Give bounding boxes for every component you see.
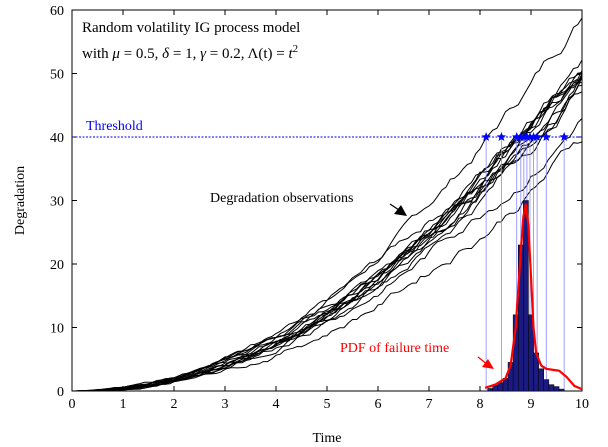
pdf-arrow-head (482, 359, 494, 369)
y-tick-label: 0 (57, 385, 64, 400)
threshold-label: Threshold (86, 119, 143, 134)
x-tick-label: 3 (222, 397, 229, 412)
x-tick-label: 0 (69, 397, 76, 412)
failure-time-star (496, 132, 507, 141)
histogram-bar (543, 379, 550, 392)
exponent: 2 (293, 43, 299, 55)
degradation-path (71, 85, 583, 392)
histogram-bar (558, 388, 565, 392)
failure-time-star (525, 132, 535, 141)
degradation-path (72, 72, 583, 392)
degradation-path (72, 141, 583, 392)
y-tick-label: 50 (50, 68, 64, 83)
failure-time-star (559, 132, 569, 141)
x-tick-label: 1 (120, 397, 127, 412)
gamma-value: = 0.2, (206, 46, 247, 62)
mu-symbol: μ (111, 46, 120, 62)
x-tick-label: 9 (528, 397, 535, 412)
failure-time-star (481, 132, 491, 141)
y-tick-label: 10 (50, 322, 64, 337)
histogram-bar (553, 386, 560, 392)
axes: 0 1 2 3 4 5 6 7 8 9 10 0 10 20 30 40 50 60 Time Degradation (13, 4, 589, 446)
y-tick-label: 40 (50, 131, 64, 146)
x-tick-label: 8 (477, 397, 484, 412)
y-tick-label: 30 (50, 195, 64, 210)
histogram-bar (538, 368, 545, 392)
x-tick-label: 5 (324, 397, 331, 412)
observations-arrow-head (394, 205, 407, 216)
mu-value: = 0.5, (120, 46, 162, 62)
y-tick-label: 60 (50, 4, 64, 19)
failure-time-star (528, 132, 539, 141)
histogram-bar (487, 388, 493, 392)
annotations: Threshold Random volatility IG process mo… (82, 20, 494, 369)
pdf-curve (484, 203, 583, 391)
x-tick-label: 7 (426, 397, 433, 412)
gamma-symbol: γ (200, 46, 207, 62)
degradation-path (72, 73, 583, 392)
delta-symbol: δ (162, 46, 170, 62)
equals-sign: = (273, 46, 289, 62)
y-tick-label: 20 (50, 258, 64, 273)
degradation-path (72, 118, 583, 392)
model-params-prefix: with (82, 46, 112, 62)
lambda-symbol: Λ (247, 46, 258, 62)
x-axis-title: Time (312, 431, 341, 446)
observations-label: Degradation observations (210, 191, 353, 206)
t-symbol: t (288, 46, 293, 62)
pdf-label: PDF of failure time (340, 341, 449, 356)
model-title: Random volatility IG process model (82, 20, 300, 36)
delta-value: = 1, (169, 46, 200, 62)
histogram-bar (523, 200, 529, 392)
y-axis-title: Degradation (13, 166, 28, 235)
x-tick-label: 4 (273, 397, 280, 412)
x-tick-label: 10 (575, 397, 589, 412)
x-tick-label: 6 (375, 397, 382, 412)
failure-time-star (512, 132, 522, 141)
failure-time-star (532, 132, 542, 141)
histogram-bar (497, 382, 504, 392)
model-params: with μ = 0.5, δ = 1, γ = 0.2, Λ(t) = t2 (82, 43, 298, 62)
plot-area (71, 17, 583, 392)
failure-time-star (541, 132, 552, 141)
x-tick-label: 2 (171, 397, 178, 412)
lambda-argument: (t) (258, 46, 272, 62)
histogram-bar (548, 384, 555, 392)
